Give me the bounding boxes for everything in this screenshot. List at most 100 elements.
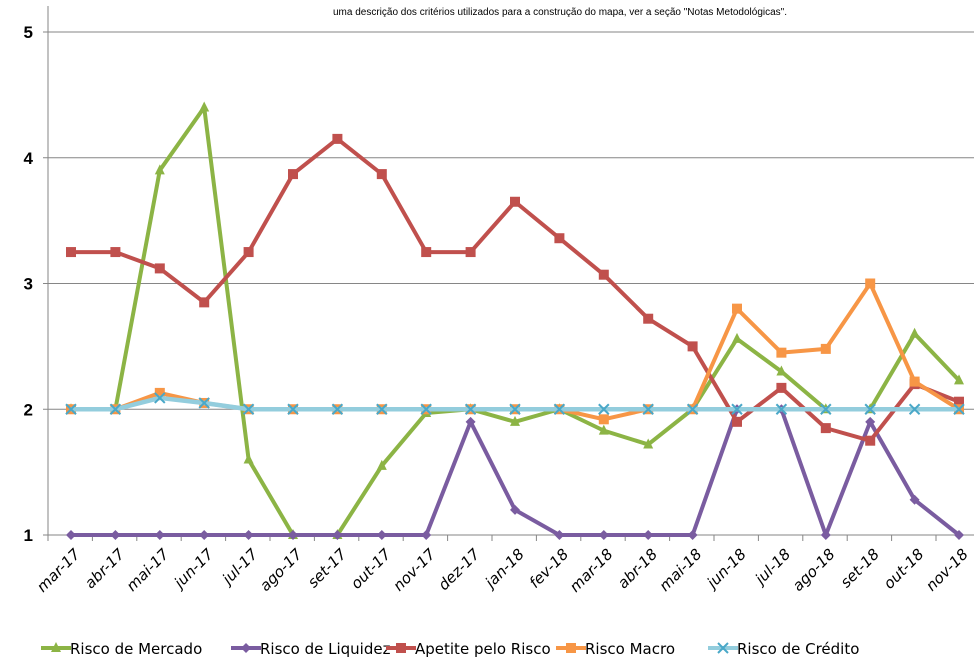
data-point	[510, 504, 520, 515]
x-tick-label: set-17	[304, 545, 351, 592]
legend: Risco de Mercado Risco de Liquidez Apetite…	[41, 640, 859, 658]
data-point	[732, 303, 742, 314]
marker-stroke	[775, 403, 788, 415]
data-point	[865, 416, 876, 427]
data-point	[287, 403, 299, 415]
data-point	[288, 530, 298, 540]
data-point	[66, 247, 76, 258]
x-tick-label: nov-17	[389, 545, 439, 595]
data-point	[154, 263, 165, 274]
legend-swatch-marker	[241, 643, 251, 653]
data-point	[598, 530, 609, 540]
marker-stroke	[820, 403, 832, 415]
data-point	[820, 343, 831, 354]
legend-item: Risco de Mercado	[41, 640, 202, 658]
marker-stroke	[642, 403, 654, 415]
y-tick-label: 1	[24, 526, 33, 545]
marker-stroke	[287, 403, 299, 415]
x-tick-label: jun-17	[169, 545, 217, 593]
data-point	[909, 494, 920, 505]
legend-label: Risco de Liquidez	[260, 640, 391, 658]
series-risco-de-cr-dito	[65, 392, 965, 415]
data-point	[110, 247, 121, 258]
data-point	[598, 269, 609, 280]
legend-swatch-marker	[396, 643, 406, 653]
data-point	[109, 403, 122, 415]
x-tick-label: set-18	[837, 545, 883, 591]
legend-swatch-marker	[51, 642, 61, 652]
data-point	[332, 530, 343, 540]
data-point	[332, 133, 343, 144]
data-point	[643, 313, 654, 324]
data-point	[198, 397, 210, 409]
axes	[47, 6, 974, 536]
y-tick-label: 2	[24, 400, 33, 419]
marker-stroke	[65, 403, 77, 415]
legend-label: Risco de Mercado	[70, 640, 202, 658]
y-axis-ticks: 1 2 3 4 5	[24, 23, 48, 545]
data-point	[686, 403, 699, 415]
marker-stroke	[686, 403, 699, 415]
data-point	[110, 530, 121, 540]
x-tick-label: fev-18	[526, 545, 573, 592]
x-tick-label: mai-18	[656, 545, 706, 595]
data-point	[376, 530, 387, 540]
marker-stroke	[464, 403, 477, 415]
data-point	[687, 530, 698, 540]
x-tick-label: mai-17	[123, 545, 173, 595]
x-tick-label: out-17	[347, 545, 395, 593]
x-tick-label: jan-18	[480, 545, 528, 593]
data-point	[65, 403, 77, 415]
data-point	[687, 341, 698, 352]
chart-note: uma descrição dos critérios utilizados p…	[333, 7, 787, 18]
x-tick-label: mar-17	[33, 545, 84, 596]
data-point	[776, 365, 787, 376]
legend-label: Risco de Crédito	[737, 640, 859, 658]
data-point	[598, 403, 610, 415]
gridlines	[48, 31, 974, 410]
data-point	[554, 233, 565, 244]
data-point	[66, 530, 76, 540]
marker-stroke	[717, 642, 729, 654]
data-point	[864, 403, 876, 415]
data-point	[199, 101, 210, 112]
data-point	[154, 392, 166, 404]
data-point	[865, 435, 876, 446]
series-line	[71, 105, 961, 537]
data-point	[154, 530, 165, 540]
data-point	[643, 530, 654, 540]
legend-item: Risco de Liquidez	[231, 640, 391, 658]
data-point	[642, 403, 654, 415]
data-point	[820, 403, 832, 415]
data-point	[598, 424, 609, 435]
x-tick-label: out-18	[880, 545, 927, 592]
data-point	[954, 530, 964, 540]
data-point	[954, 374, 964, 385]
x-tick-label: dez-17	[435, 545, 484, 594]
y-tick-label: 5	[24, 23, 33, 42]
data-point	[243, 530, 254, 540]
data-point	[420, 403, 432, 415]
marker-stroke	[109, 403, 122, 415]
marker-stroke	[864, 403, 876, 415]
data-point	[199, 530, 210, 540]
data-point	[731, 403, 743, 415]
data-point	[509, 403, 521, 415]
data-point	[775, 403, 788, 415]
data-point	[465, 247, 476, 258]
marker-stroke	[376, 403, 388, 415]
data-point	[510, 196, 520, 207]
marker-stroke	[331, 403, 344, 415]
legend-item: Risco de Crédito	[708, 640, 859, 658]
data-point	[776, 382, 787, 393]
x-tick-label: mar-18	[566, 545, 617, 596]
legend-label: Risco Macro	[585, 640, 675, 658]
data-point	[954, 396, 964, 407]
marker-stroke	[420, 403, 432, 415]
data-point	[464, 403, 477, 415]
data-point	[376, 169, 387, 180]
x-tick-label: nov-18	[922, 545, 972, 595]
data-point	[510, 415, 520, 426]
series-risco-de-mercado	[66, 101, 964, 539]
